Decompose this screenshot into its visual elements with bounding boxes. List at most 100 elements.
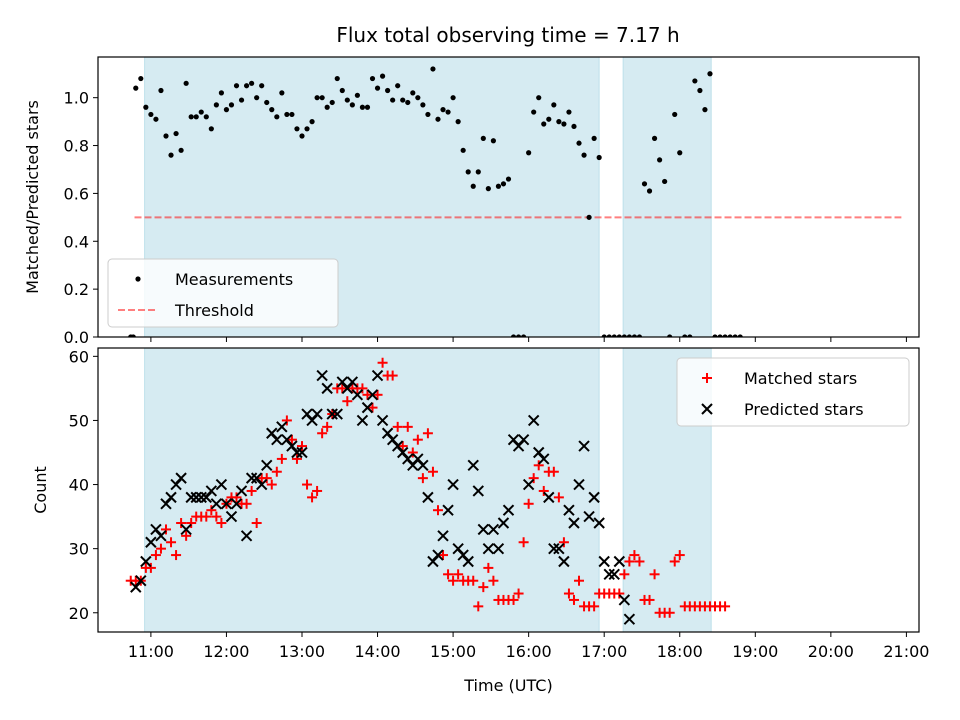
- measurement-point: [223, 107, 230, 113]
- predicted-point: [180, 523, 192, 536]
- measurement-point: [440, 107, 446, 113]
- predicted-point: [467, 459, 479, 472]
- predicted-point: [502, 504, 515, 516]
- measurement-point: [480, 135, 486, 141]
- measurement-point: [284, 111, 290, 118]
- predicted-point: [291, 446, 303, 459]
- matched-point: [669, 556, 680, 567]
- matched-point: [266, 479, 277, 490]
- matched-point: [206, 505, 217, 516]
- matched-point: [720, 601, 731, 612]
- predicted-point: [135, 575, 147, 587]
- matched-point: [286, 434, 297, 445]
- predicted-point: [190, 491, 202, 504]
- legend-predicted-swatch: [701, 403, 713, 415]
- measurement-point: [561, 121, 567, 127]
- measurement-point: [621, 334, 627, 337]
- predicted-point: [371, 369, 384, 382]
- matched-point: [422, 428, 433, 439]
- measurement-point: [264, 99, 270, 106]
- matched-point: [397, 441, 408, 452]
- predicted-point: [492, 542, 505, 555]
- predicted-point: [255, 478, 268, 491]
- predicted-point: [623, 613, 636, 625]
- predicted-point: [558, 555, 570, 568]
- predicted-point: [210, 498, 223, 510]
- matched-point: [528, 473, 539, 484]
- matched-point: [337, 383, 348, 394]
- measurement-point: [450, 95, 456, 101]
- measurement-point: [692, 78, 698, 84]
- predicted-point: [361, 401, 374, 414]
- measurement-point: [495, 183, 502, 189]
- x-tick-label: 19:00: [732, 642, 778, 661]
- measurement-point: [359, 104, 366, 110]
- measurement-point: [571, 123, 577, 130]
- predicted-point: [155, 530, 167, 542]
- measurement-point: [143, 104, 149, 110]
- matched-point: [186, 518, 197, 529]
- measurement-point: [677, 150, 683, 156]
- matched-point: [432, 505, 443, 516]
- measurement-point: [521, 334, 527, 337]
- predicted-point: [527, 414, 540, 427]
- matched-point: [664, 607, 675, 618]
- measurement-point: [626, 334, 632, 337]
- measurement-point: [289, 111, 295, 118]
- matched-point: [417, 473, 428, 484]
- measurement-point: [551, 102, 557, 108]
- predicted-point: [356, 414, 369, 427]
- matched-point: [241, 498, 252, 509]
- ratio-panel: 0.0 0.2 0.4 0.6 0.8 1.0 Matched/Predicted star…: [23, 56, 920, 347]
- measurement-point: [279, 90, 285, 96]
- matched-point: [634, 556, 645, 567]
- predicted-point: [477, 523, 490, 536]
- measurement-point: [641, 181, 648, 187]
- predicted-point: [366, 389, 379, 401]
- measurement-point: [737, 334, 743, 337]
- predicted-point: [346, 376, 359, 388]
- measurement-point: [596, 154, 602, 161]
- matched-point: [145, 562, 156, 573]
- measurement-point: [400, 97, 406, 103]
- measurement-point: [556, 119, 562, 125]
- predicted-point: [563, 504, 575, 516]
- y-tick-label: 0.0: [64, 328, 89, 347]
- matched-point: [296, 441, 307, 452]
- predicted-point: [205, 485, 218, 497]
- matched-point: [443, 569, 454, 580]
- legend-entry-label: Matched stars: [744, 369, 857, 388]
- measurement-point: [309, 119, 315, 125]
- predicted-point: [613, 555, 626, 568]
- measurement-point: [173, 130, 179, 137]
- measurement-point: [249, 80, 255, 86]
- y-axis-label: Count: [31, 466, 50, 514]
- predicted-point: [331, 408, 343, 420]
- measurement-point: [213, 102, 219, 108]
- predicted-point: [522, 478, 535, 491]
- matched-point: [322, 421, 333, 432]
- y-axis-label: Matched/Predicted stars: [23, 100, 42, 294]
- x-tick-label: 13:00: [279, 642, 325, 661]
- measurement-point: [153, 116, 159, 122]
- matched-point: [473, 601, 484, 612]
- measurement-point: [465, 169, 471, 175]
- y-tick-label: 0.8: [64, 137, 89, 156]
- measurement-point: [374, 85, 381, 91]
- measurement-point: [319, 95, 325, 101]
- matched-point: [317, 428, 328, 439]
- measurement-point: [395, 83, 401, 89]
- measurement-point: [390, 97, 396, 103]
- measurement-point: [732, 334, 738, 337]
- matched-point: [508, 594, 519, 605]
- measurement-point: [606, 334, 612, 337]
- matched-point: [377, 357, 388, 368]
- predicted-point: [271, 433, 283, 446]
- matched-point: [589, 601, 600, 612]
- matched-point: [271, 466, 282, 477]
- shaded-interval: [622, 56, 712, 338]
- matched-point: [533, 460, 544, 471]
- measurement-point: [541, 121, 547, 127]
- legend-frame: [107, 258, 339, 328]
- measurement-point: [430, 66, 436, 72]
